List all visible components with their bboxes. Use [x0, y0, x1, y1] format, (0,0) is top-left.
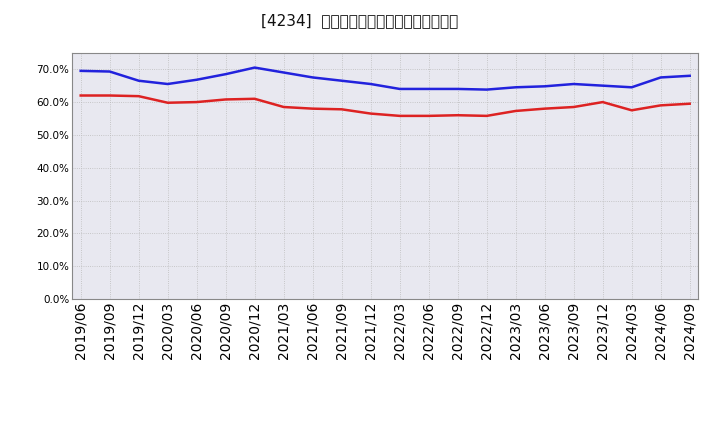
固定長期適合率 [366, 111, 375, 116]
Line: 固定長期適合率: 固定長期適合率 [81, 95, 690, 116]
固定比率 [657, 75, 665, 80]
固定長期適合率 [308, 106, 317, 111]
固定比率 [76, 68, 85, 73]
固定比率 [570, 81, 578, 87]
固定比率 [511, 84, 520, 90]
固定長期適合率 [598, 99, 607, 105]
固定比率 [482, 87, 491, 92]
固定長期適合率 [627, 108, 636, 113]
固定比率 [221, 72, 230, 77]
固定比率 [192, 77, 201, 82]
固定比率 [454, 86, 462, 92]
固定比率 [163, 81, 172, 87]
固定長期適合率 [657, 103, 665, 108]
固定長期適合率 [395, 113, 404, 118]
固定長期適合率 [105, 93, 114, 98]
固定長期適合率 [135, 94, 143, 99]
固定比率 [395, 86, 404, 92]
固定比率 [338, 78, 346, 83]
固定比率 [685, 73, 694, 78]
固定長期適合率 [163, 100, 172, 105]
固定比率 [308, 75, 317, 80]
固定比率 [279, 70, 288, 75]
固定比率 [627, 84, 636, 90]
Text: [4234]  固定比率、固定長期適合率の推移: [4234] 固定比率、固定長期適合率の推移 [261, 13, 459, 28]
固定長期適合率 [424, 113, 433, 118]
固定長期適合率 [482, 113, 491, 118]
固定比率 [105, 69, 114, 74]
固定長期適合率 [76, 93, 85, 98]
固定比率 [251, 65, 259, 70]
固定比率 [424, 86, 433, 92]
Legend: 固定比率, 固定長期適合率: 固定比率, 固定長期適合率 [271, 434, 500, 440]
固定比率 [366, 81, 375, 87]
固定長期適合率 [251, 96, 259, 102]
固定長期適合率 [454, 113, 462, 118]
固定長期適合率 [541, 106, 549, 111]
固定長期適合率 [570, 104, 578, 110]
固定比率 [598, 83, 607, 88]
固定長期適合率 [192, 99, 201, 105]
固定比率 [541, 84, 549, 89]
固定長期適合率 [338, 106, 346, 112]
固定長期適合率 [511, 108, 520, 114]
固定長期適合率 [221, 97, 230, 102]
固定長期適合率 [685, 101, 694, 106]
Line: 固定比率: 固定比率 [81, 68, 690, 90]
固定比率 [135, 78, 143, 83]
固定長期適合率 [279, 104, 288, 110]
